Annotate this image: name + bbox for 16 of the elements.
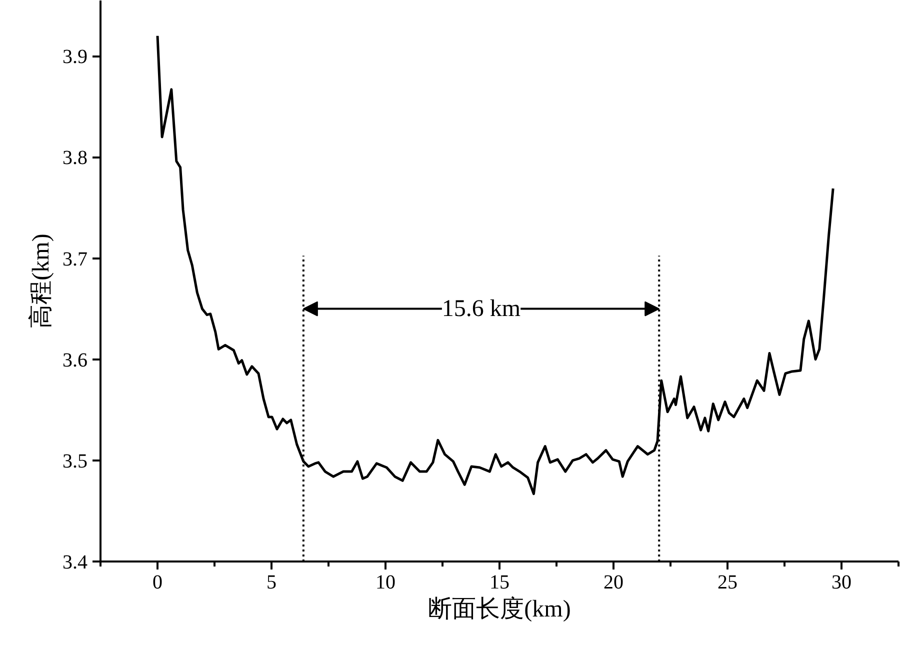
x-axis-title: 断面长度(km) [428,596,571,622]
y-axis-title: 高程(km) [28,234,54,328]
x-tick-label: 0 [152,572,162,594]
y-tick-label: 3.8 [62,147,88,170]
y-tick-label: 3.4 [62,552,88,574]
x-tick-label: 10 [376,572,396,594]
x-tick-label: 25 [718,572,738,594]
x-tick-label: 15 [490,572,510,594]
y-tick-label: 3.9 [62,46,88,68]
x-tick-label: 20 [604,572,624,594]
x-tick-label: 30 [832,572,852,594]
x-tick-label: 5 [266,572,276,594]
annotation: 15.6 km [442,296,521,322]
y-tick-label: 3.5 [62,450,88,472]
y-tick-label: 3.6 [62,349,88,372]
y-tick-label: 3.7 [62,248,88,270]
